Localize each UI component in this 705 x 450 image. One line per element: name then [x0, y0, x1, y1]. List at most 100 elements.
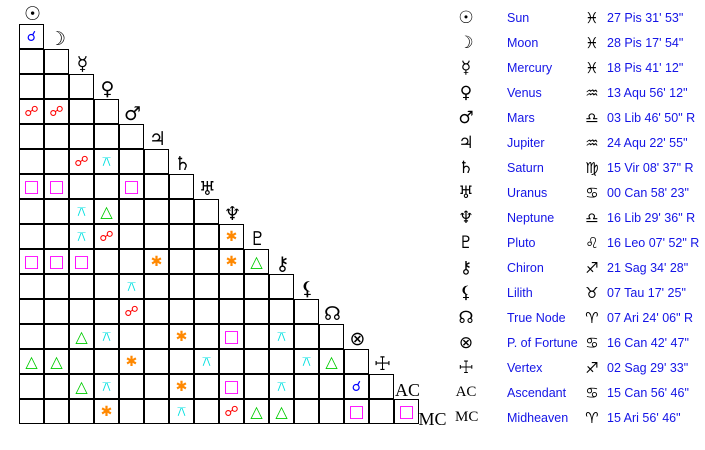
aspect-cell: [119, 324, 144, 349]
aspect-cell: [19, 349, 44, 374]
aspect-cell: [144, 149, 169, 174]
planet-row-lilith: ⚸ Lilith ♉ 07 Tau 17' 25": [455, 280, 705, 305]
trine-aspect-icon: △: [75, 377, 88, 396]
aspect-cell: [119, 224, 144, 249]
trine-aspect-icon: △: [50, 352, 63, 371]
aspect-cell: [119, 199, 144, 224]
planet-name: Ascendant: [507, 385, 567, 400]
trine-aspect-icon: △: [75, 327, 88, 346]
aspect-cell: [344, 399, 369, 424]
planet-position: 16 Leo 07' 52" R: [607, 235, 700, 250]
aspect-cell: [219, 399, 244, 424]
aspect-cell: [119, 249, 144, 274]
aspect-cell: [169, 399, 194, 424]
quincunx-aspect-icon: ⚻: [276, 328, 287, 345]
aspect-cell: [169, 374, 194, 399]
aspect-cell: [219, 274, 244, 299]
planet-name: Mars: [507, 110, 535, 125]
planet-name: Lilith: [507, 285, 533, 300]
aspect-cell: [169, 199, 194, 224]
planet-position: 24 Aqu 22' 55": [607, 135, 688, 150]
quincunx-aspect-icon: ⚻: [76, 203, 87, 220]
square-aspect-icon: □: [223, 326, 240, 347]
ascendant-glyph-icon: AC: [395, 380, 421, 400]
planet-position: 15 Ari 56' 46": [607, 410, 681, 425]
planet-position: 16 Can 42' 47": [607, 335, 689, 350]
aspect-cell: [194, 224, 219, 249]
aspect-cell: [144, 274, 169, 299]
aspect-cell: [44, 299, 69, 324]
aspect-cell: [319, 399, 344, 424]
aspect-cell: [19, 99, 44, 124]
square-aspect-icon: □: [23, 176, 40, 197]
trine-aspect-icon: △: [100, 202, 113, 221]
planet-name: Moon: [507, 35, 539, 50]
aspect-cell: [294, 399, 319, 424]
mars-icon: ♂: [458, 107, 474, 128]
p-of-fortune-glyph-icon: ⊗: [349, 328, 366, 350]
sextile-aspect-icon: ✱: [225, 228, 238, 245]
aspect-cell: [94, 174, 119, 199]
aspect-cell: [94, 274, 119, 299]
planet-name: Chiron: [507, 260, 544, 275]
aspect-cell: [44, 124, 69, 149]
planet-position: 07 Ari 24' 06" R: [607, 310, 694, 325]
neptune-glyph-icon: ♆: [223, 203, 242, 225]
lilith-glyph-icon: ⚸: [300, 278, 315, 300]
uranus-glyph-icon: ♅: [198, 178, 217, 200]
square-aspect-icon: □: [223, 376, 240, 397]
planet-position: 21 Sag 34' 28": [607, 260, 689, 275]
aspect-cell: [69, 374, 94, 399]
opposition-aspect-icon: ☍: [99, 228, 114, 245]
zodiac-sign-icon: ♎: [585, 108, 599, 127]
aspect-cell: [194, 374, 219, 399]
aspect-cell: [394, 399, 419, 424]
planet-row-mars: ♂ Mars ♎ 03 Lib 46' 50" R: [455, 105, 705, 130]
uranus-icon: ♅: [458, 182, 474, 203]
aspect-cell: [44, 224, 69, 249]
aspect-cell: [269, 274, 294, 299]
aspect-cell: [144, 399, 169, 424]
square-aspect-icon: □: [48, 251, 65, 272]
aspect-cell: [94, 149, 119, 174]
aspect-cell: [19, 374, 44, 399]
aspect-cell: [144, 324, 169, 349]
sun-glyph-icon: ☉: [23, 3, 42, 25]
planet-position: 00 Can 58' 23": [607, 185, 689, 200]
chiron-glyph-icon: ⚷: [275, 253, 290, 275]
square-aspect-icon: □: [123, 176, 140, 197]
conjunction-aspect-icon: ☌: [26, 28, 37, 45]
aspect-cell: [119, 349, 144, 374]
vertex-glyph-icon: ☩: [373, 353, 392, 375]
planet-row-venus: ♀ Venus ♒ 13 Aqu 56' 12": [455, 80, 705, 105]
true-node-icon: ☊: [458, 307, 474, 328]
planet-name: Vertex: [507, 360, 543, 375]
planet-row-saturn: ♄ Saturn ♍ 15 Vir 08' 37" R: [455, 155, 705, 180]
vertex-icon: ☩: [458, 357, 474, 378]
aspect-cell: [94, 349, 119, 374]
planet-position: 16 Lib 29' 36" R: [607, 210, 696, 225]
zodiac-sign-icon: ♋: [585, 383, 599, 402]
sextile-aspect-icon: ✱: [125, 353, 138, 370]
aspect-cell: [144, 299, 169, 324]
aspect-cell: [269, 299, 294, 324]
square-aspect-icon: □: [398, 401, 415, 422]
venus-glyph-icon: ♀: [100, 78, 115, 100]
planet-position: 15 Vir 08' 37" R: [607, 160, 694, 175]
aspect-cell: [69, 399, 94, 424]
aspect-cell: [344, 374, 369, 399]
aspect-cell: [269, 374, 294, 399]
opposition-aspect-icon: ☍: [124, 303, 139, 320]
aspect-cell: [69, 349, 94, 374]
quincunx-aspect-icon: ⚻: [301, 353, 312, 370]
aspect-cell: [294, 349, 319, 374]
pluto-glyph-icon: ♇: [248, 228, 267, 250]
aspect-cell: [294, 374, 319, 399]
aspect-cell: [219, 249, 244, 274]
aspect-cell: [169, 224, 194, 249]
aspect-cell: [69, 174, 94, 199]
planet-name: Pluto: [507, 235, 536, 250]
planet-row-sun: ☉ Sun ♓ 27 Pis 31' 53": [455, 5, 705, 30]
mercury-icon: ☿: [460, 57, 472, 78]
aspect-cell: [194, 199, 219, 224]
